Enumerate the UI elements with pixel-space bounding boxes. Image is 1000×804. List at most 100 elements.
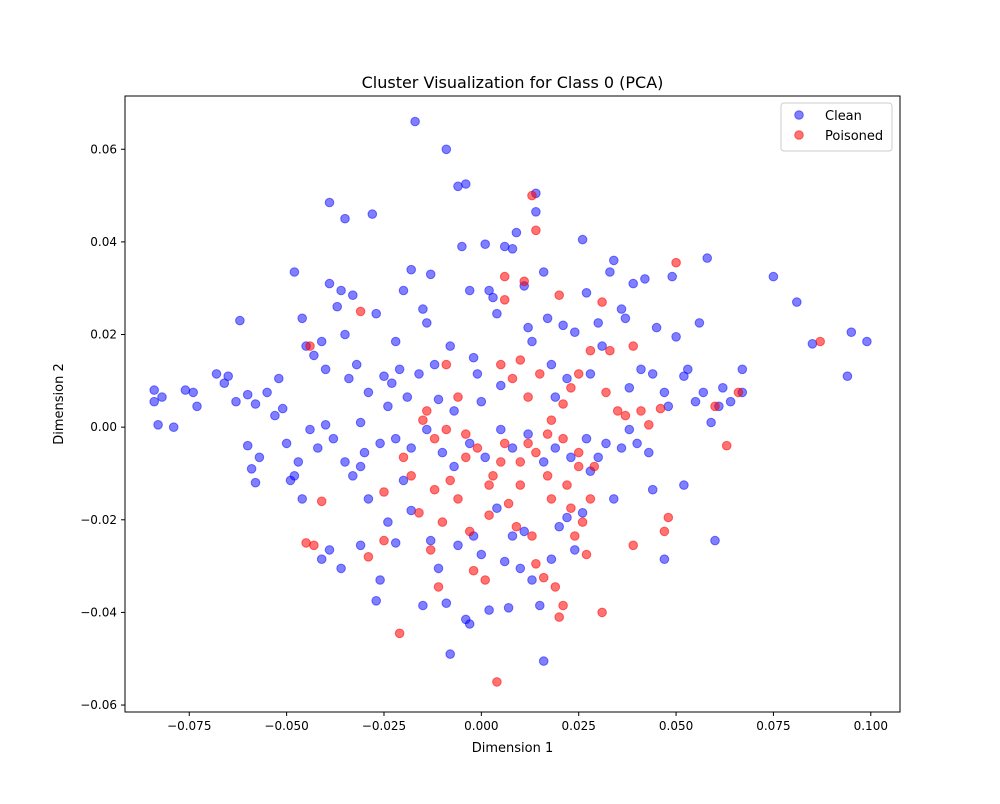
point-poisoned: [496, 359, 506, 370]
point-clean: [406, 443, 417, 453]
point-clean: [293, 457, 304, 467]
point-clean: [538, 267, 549, 277]
point-clean: [577, 234, 588, 245]
point-poisoned: [499, 438, 510, 449]
point-clean: [511, 227, 522, 238]
point-clean: [375, 575, 385, 585]
point-clean: [671, 332, 681, 342]
point-poisoned: [503, 498, 514, 509]
point-clean: [297, 494, 308, 504]
legend-label-clean: Clean: [825, 109, 862, 124]
point-clean: [499, 556, 510, 567]
point-clean: [149, 396, 159, 407]
point-poisoned: [515, 480, 526, 490]
point-clean: [305, 424, 315, 435]
point-clean: [332, 301, 343, 312]
point-clean: [597, 341, 607, 351]
point-clean: [496, 424, 506, 435]
point-clean: [406, 505, 417, 516]
point-poisoned: [531, 447, 541, 458]
point-clean: [624, 424, 635, 435]
point-clean: [149, 385, 159, 395]
point-clean: [157, 392, 167, 402]
point-clean: [348, 471, 358, 481]
point-poisoned: [363, 552, 374, 562]
point-poisoned: [601, 387, 611, 398]
point-poisoned: [585, 345, 596, 356]
point-clean: [531, 207, 541, 217]
point-clean: [246, 464, 257, 474]
point-clean: [418, 304, 428, 314]
point-clean: [375, 438, 385, 449]
point-clean: [585, 369, 596, 379]
point-clean: [371, 596, 382, 606]
point-clean: [577, 508, 588, 518]
point-clean: [464, 619, 475, 629]
point-poisoned: [531, 559, 541, 569]
point-poisoned: [309, 540, 319, 551]
legend-label-poisoned: Poisoned: [825, 129, 883, 144]
point-clean: [336, 285, 346, 296]
point-poisoned: [570, 531, 580, 541]
point-clean: [336, 563, 346, 574]
point-poisoned: [461, 429, 471, 439]
point-clean: [616, 443, 627, 453]
point-clean: [807, 339, 818, 349]
y-axis-label: Dimension 2: [52, 363, 67, 445]
point-clean: [425, 269, 436, 280]
point-clean: [647, 484, 658, 495]
point-clean: [550, 443, 561, 453]
point-poisoned: [538, 572, 549, 583]
point-clean: [340, 457, 350, 467]
point-clean: [402, 392, 413, 402]
point-clean: [659, 554, 670, 565]
point-clean: [351, 359, 362, 370]
point-clean: [609, 494, 619, 504]
point-poisoned: [558, 433, 568, 444]
point-poisoned: [429, 433, 440, 444]
point-poisoned: [305, 341, 315, 351]
point-clean: [270, 410, 280, 421]
point-poisoned: [636, 406, 646, 416]
point-clean: [340, 329, 350, 340]
y-tick-label: −0.02: [80, 513, 117, 527]
point-clean: [683, 364, 693, 375]
point-clean: [398, 285, 409, 296]
point-poisoned: [531, 225, 541, 236]
y-tick-label: 0.04: [90, 235, 117, 249]
x-tick-label: −0.075: [167, 719, 211, 733]
point-clean: [242, 389, 253, 400]
point-clean: [667, 271, 678, 282]
point-poisoned: [562, 480, 572, 490]
point-clean: [605, 267, 615, 277]
point-clean: [554, 521, 565, 532]
point-clean: [211, 369, 222, 379]
point-clean: [562, 373, 572, 384]
point-clean: [527, 336, 537, 347]
point-clean: [390, 538, 401, 548]
point-clean: [297, 313, 308, 324]
point-clean: [379, 371, 389, 382]
point-clean: [262, 387, 272, 398]
x-tick-label: −0.025: [362, 719, 406, 733]
point-poisoned: [733, 387, 744, 398]
point-clean: [507, 443, 518, 453]
point-poisoned: [414, 508, 424, 518]
point-clean: [324, 197, 335, 208]
point-poisoned: [546, 494, 557, 504]
x-tick-label: 0.100: [854, 719, 888, 733]
legend-marker-clean: [794, 110, 804, 120]
x-axis: −0.075 −0.050 −0.025 0.000 0.025 0.050 0.075 0.…: [167, 712, 888, 733]
point-poisoned: [418, 415, 428, 426]
point-poisoned: [464, 526, 475, 537]
point-clean: [406, 264, 417, 275]
point-poisoned: [710, 401, 720, 412]
point-clean: [433, 394, 444, 405]
point-clean: [457, 241, 467, 252]
point-poisoned: [566, 383, 576, 393]
point-clean: [659, 387, 670, 398]
y-axis: −0.06 −0.04 −0.02 0.00 0.02 0.04 0.06: [80, 142, 125, 712]
point-clean: [324, 545, 335, 555]
point-clean: [846, 327, 857, 338]
point-poisoned: [542, 471, 553, 481]
